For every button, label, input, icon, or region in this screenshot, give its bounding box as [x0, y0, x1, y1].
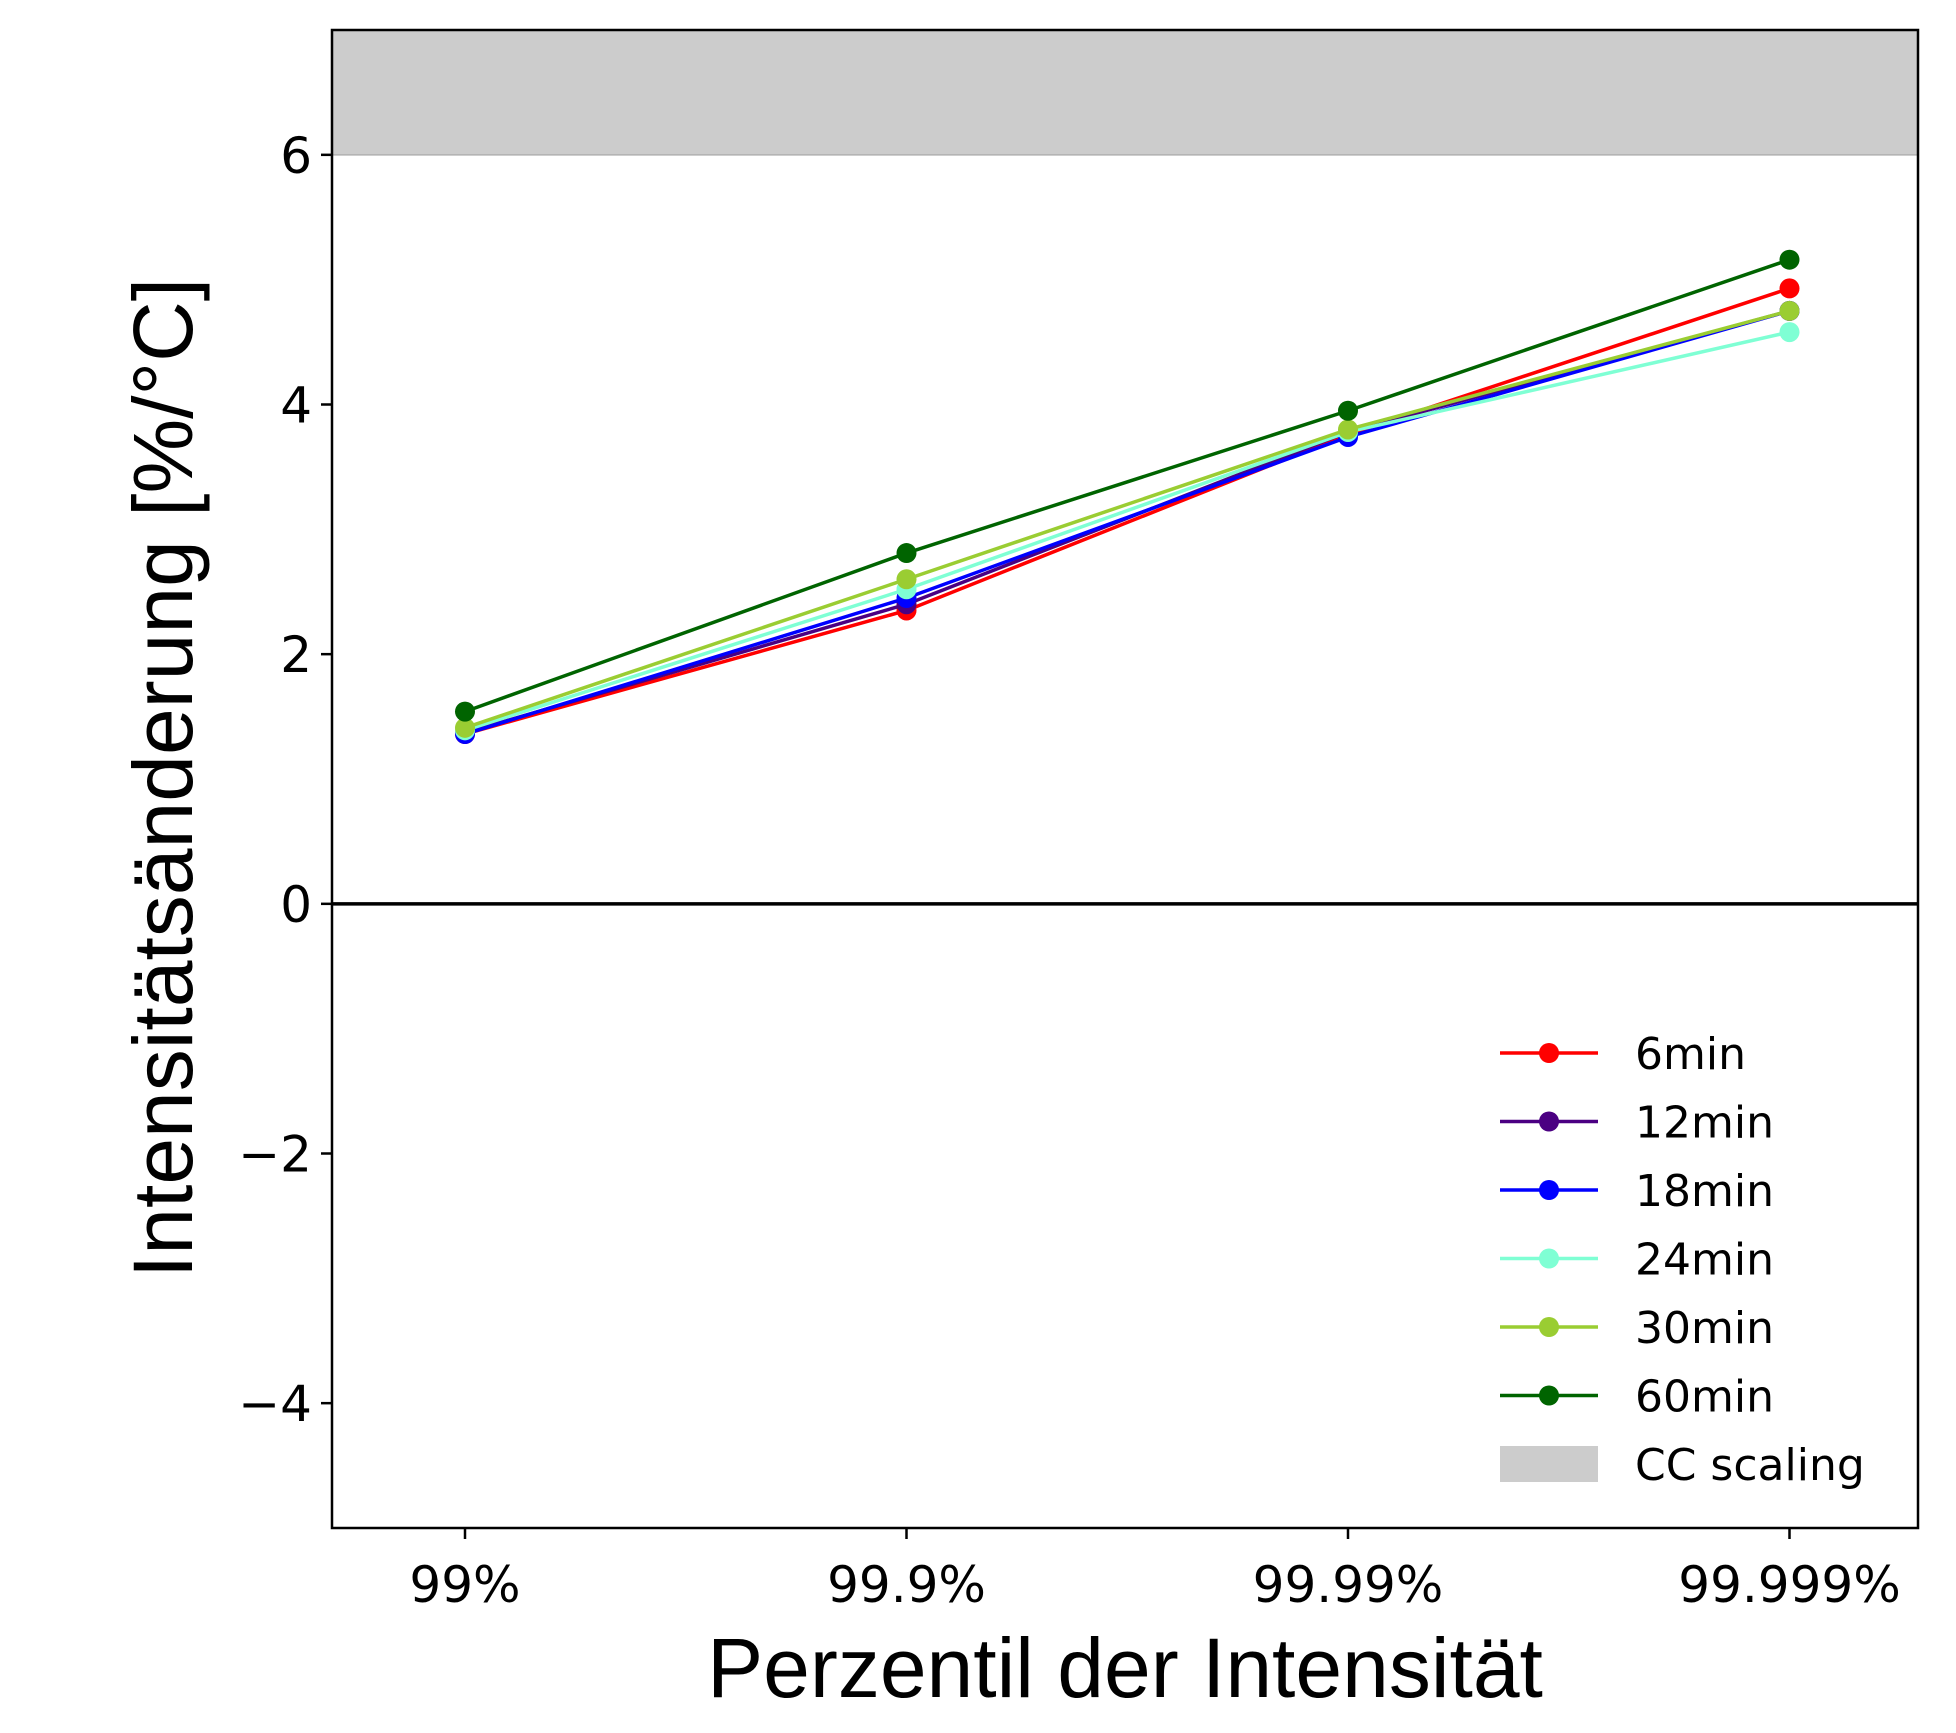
y-axis-ticks: −4 −2 0 2 4 6: [238, 127, 332, 1433]
legend-label: 30min: [1635, 1303, 1774, 1354]
plot-frame: [330, 28, 1920, 1530]
series-line-60min: [464, 258, 1791, 714]
series-line-18min: [464, 309, 1790, 736]
legend-marker: [1539, 1317, 1559, 1337]
data-point-30min: [1779, 300, 1800, 321]
series-30min: [455, 300, 1800, 738]
legend-item-18min: 18min: [1500, 1166, 1774, 1217]
y-tick-label: 4: [280, 377, 312, 435]
data-point-30min: [896, 569, 917, 590]
data-point-60min: [896, 543, 917, 564]
x-tick-label: 99.99%: [1253, 1556, 1444, 1614]
legend-item-12min: 12min: [1500, 1098, 1774, 1149]
cc-scaling-band-layer: [332, 30, 1918, 156]
legend: 6min 12min 18min 24min 30min 60min CC scaling: [1500, 1029, 1865, 1491]
legend-label: 12min: [1635, 1098, 1774, 1149]
series-line-24min: [464, 330, 1790, 732]
y-tick-label: 2: [280, 626, 312, 684]
y-tick-label: 0: [280, 876, 312, 934]
legend-item-60min: 60min: [1500, 1372, 1774, 1423]
data-point-6min: [1779, 278, 1800, 299]
legend-item-6min: 6min: [1500, 1029, 1746, 1080]
legend-label: 6min: [1635, 1029, 1746, 1080]
legend-label: 24min: [1635, 1235, 1774, 1286]
legend-label: CC scaling: [1635, 1440, 1865, 1491]
legend-marker: [1539, 1111, 1559, 1132]
legend-marker: [1539, 1385, 1559, 1406]
series-line-30min: [464, 309, 1790, 730]
y-tick-label: 6: [280, 127, 312, 185]
y-axis-label: Intensitätsänderung [%/°C]: [116, 278, 210, 1278]
series-layer: [455, 249, 1800, 745]
x-axis-ticks: 99% 99.9% 99.99% 99.999%: [409, 1528, 1901, 1614]
legend-item-30min: 30min: [1500, 1303, 1774, 1354]
data-point-30min: [455, 717, 475, 738]
legend-item-24min: 24min: [1500, 1235, 1774, 1286]
legend-marker: [1539, 1180, 1559, 1200]
legend-band-swatch: [1500, 1446, 1598, 1482]
data-point-60min: [1779, 249, 1800, 270]
data-point-60min: [1338, 400, 1358, 421]
y-tick-label: −4: [238, 1375, 312, 1433]
legend-marker: [1539, 1043, 1559, 1063]
x-tick-label: 99.999%: [1678, 1556, 1900, 1614]
legend-marker: [1539, 1248, 1559, 1269]
data-point-24min: [1779, 322, 1800, 343]
legend-item-cc-scaling: CC scaling: [1500, 1440, 1865, 1491]
x-tick-label: 99%: [409, 1556, 520, 1614]
data-point-30min: [1338, 419, 1358, 440]
series-60min: [455, 249, 1800, 722]
data-point-60min: [455, 701, 475, 722]
y-tick-label: −2: [238, 1126, 312, 1184]
cc-scaling-band: [332, 30, 1918, 155]
legend-label: 60min: [1635, 1372, 1774, 1423]
x-axis-label: Perzentil der Intensität: [707, 1621, 1543, 1715]
legend-label: 18min: [1635, 1166, 1774, 1217]
series-line-6min: [464, 286, 1791, 736]
x-tick-label: 99.9%: [827, 1556, 986, 1614]
